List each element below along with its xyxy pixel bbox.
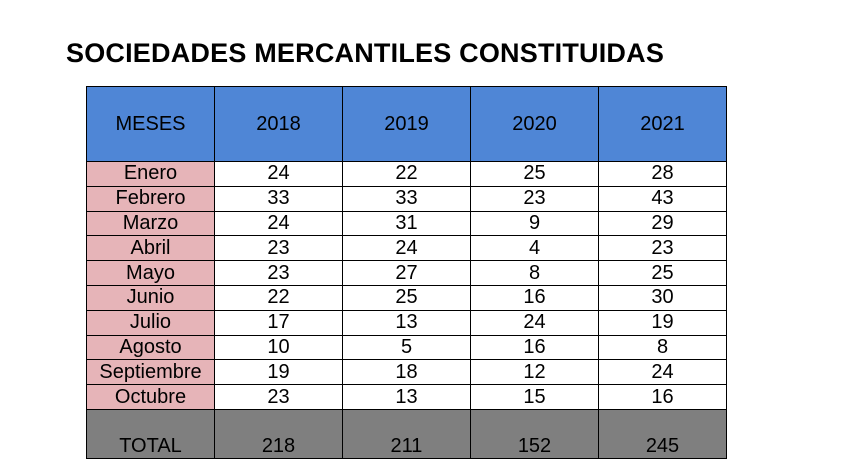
- value-cell: 16: [470, 284, 599, 311]
- table-row: Agosto 10 5 16 8: [86, 334, 727, 361]
- table-row: Octubre 23 13 15 16: [86, 384, 727, 410]
- value-cell: 23: [214, 235, 343, 262]
- header-cell-2020: 2020: [470, 86, 599, 162]
- value-cell: 24: [342, 235, 471, 262]
- table-row: Julio 17 13 24 19: [86, 309, 727, 336]
- value-cell: 27: [342, 260, 471, 286]
- total-cell: 152: [470, 408, 599, 459]
- value-cell: 17: [214, 309, 343, 336]
- value-cell: 24: [214, 161, 343, 187]
- value-cell: 23: [214, 384, 343, 410]
- value-cell: 18: [342, 359, 471, 386]
- total-cell: 218: [214, 408, 343, 459]
- header-cell-meses: MESES: [86, 86, 215, 162]
- value-cell: 25: [470, 161, 599, 187]
- total-cell: 211: [342, 408, 471, 459]
- value-cell: 33: [214, 185, 343, 212]
- total-label: TOTAL: [86, 408, 215, 459]
- total-cell: 245: [598, 408, 727, 459]
- data-table: MESES 2018 2019 2020 2021 Enero 24 22 25…: [86, 86, 727, 459]
- month-cell: Febrero: [86, 185, 215, 212]
- value-cell: 23: [598, 235, 727, 262]
- table-row: Enero 24 22 25 28: [86, 161, 727, 187]
- value-cell: 16: [470, 334, 599, 361]
- total-row: TOTAL 218 211 152 245: [86, 408, 727, 459]
- value-cell: 16: [598, 384, 727, 410]
- value-cell: 28: [598, 161, 727, 187]
- page-title: SOCIEDADES MERCANTILES CONSTITUIDAS: [66, 38, 665, 68]
- month-cell: Junio: [86, 284, 215, 311]
- value-cell: 19: [214, 359, 343, 386]
- header-row: MESES 2018 2019 2020 2021: [86, 86, 727, 162]
- value-cell: 24: [214, 210, 343, 237]
- table-row: Marzo 24 31 9 29: [86, 210, 727, 237]
- value-cell: 19: [598, 309, 727, 336]
- value-cell: 12: [470, 359, 599, 386]
- month-cell: Mayo: [86, 260, 215, 286]
- value-cell: 30: [598, 284, 727, 311]
- value-cell: 13: [342, 309, 471, 336]
- header-cell-2018: 2018: [214, 86, 343, 162]
- value-cell: 15: [470, 384, 599, 410]
- value-cell: 43: [598, 185, 727, 212]
- header-cell-2021: 2021: [598, 86, 727, 162]
- value-cell: 24: [470, 309, 599, 336]
- table-row: Abril 23 24 4 23: [86, 235, 727, 262]
- value-cell: 23: [214, 260, 343, 286]
- value-cell: 8: [470, 260, 599, 286]
- value-cell: 22: [342, 161, 471, 187]
- value-cell: 29: [598, 210, 727, 237]
- value-cell: 23: [470, 185, 599, 212]
- month-cell: Abril: [86, 235, 215, 262]
- value-cell: 5: [342, 334, 471, 361]
- value-cell: 25: [598, 260, 727, 286]
- value-cell: 33: [342, 185, 471, 212]
- month-cell: Octubre: [86, 384, 215, 410]
- table-row: Junio 22 25 16 30: [86, 284, 727, 311]
- value-cell: 22: [214, 284, 343, 311]
- value-cell: 8: [598, 334, 727, 361]
- month-cell: Marzo: [86, 210, 215, 237]
- value-cell: 10: [214, 334, 343, 361]
- value-cell: 9: [470, 210, 599, 237]
- value-cell: 13: [342, 384, 471, 410]
- value-cell: 25: [342, 284, 471, 311]
- value-cell: 4: [470, 235, 599, 262]
- value-cell: 31: [342, 210, 471, 237]
- month-cell: Enero: [86, 161, 215, 187]
- table-row: Septiembre 19 18 12 24: [86, 359, 727, 386]
- month-cell: Septiembre: [86, 359, 215, 386]
- value-cell: 24: [598, 359, 727, 386]
- header-cell-2019: 2019: [342, 86, 471, 162]
- table-row: Febrero 33 33 23 43: [86, 185, 727, 212]
- table-row: Mayo 23 27 8 25: [86, 260, 727, 286]
- month-cell: Julio: [86, 309, 215, 336]
- month-cell: Agosto: [86, 334, 215, 361]
